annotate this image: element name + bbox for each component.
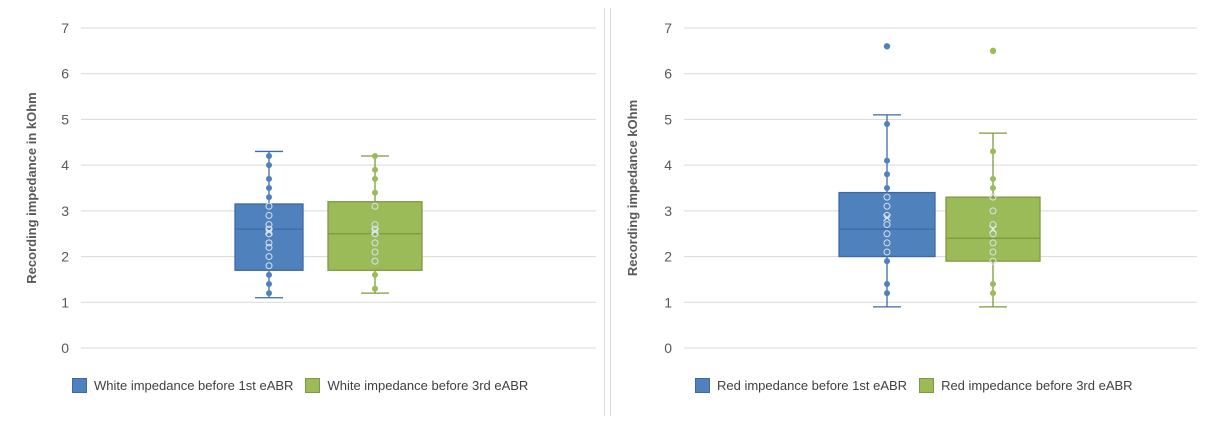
data-point xyxy=(884,171,890,178)
data-point xyxy=(884,258,890,265)
data-point xyxy=(266,290,272,297)
y-tick-label: 2 xyxy=(664,249,672,265)
y-axis-label: Recording impedance kOhm xyxy=(625,100,640,276)
data-point xyxy=(883,230,891,238)
data-point xyxy=(265,221,273,229)
data-point xyxy=(989,248,997,256)
legend-swatch-blue xyxy=(695,378,710,393)
y-tick-label: 3 xyxy=(61,203,69,219)
box-plot-red: 0 1 2 3 4 5 6 7 Recording impedance kOhm xyxy=(625,20,1197,356)
y-tick-label: 1 xyxy=(664,294,672,310)
data-point xyxy=(884,185,890,191)
data-point xyxy=(371,202,379,210)
legend-swatch-green xyxy=(305,378,321,393)
legend-label-red-3rd: Red impedance before 3rd eABR xyxy=(941,378,1133,393)
data-point xyxy=(266,185,272,191)
y-tick-label: 3 xyxy=(664,203,672,219)
data-point xyxy=(371,248,379,256)
data-point xyxy=(989,239,997,247)
data-point xyxy=(266,162,272,169)
y-tick-label: 4 xyxy=(61,157,69,173)
y-tick-label: 6 xyxy=(61,66,69,82)
data-point xyxy=(266,281,272,287)
data-point xyxy=(883,239,891,247)
y-tick-label: 6 xyxy=(664,66,672,82)
y-tick-label: 2 xyxy=(61,249,69,265)
y-tick-label: 4 xyxy=(664,157,672,173)
box-series-2 xyxy=(945,47,1041,308)
outlier-point xyxy=(989,47,997,55)
box-iqr xyxy=(838,191,936,258)
data-point xyxy=(266,153,272,159)
legend-item-red-1st: Red impedance before 1st eABR xyxy=(695,378,907,393)
data-point xyxy=(989,230,997,238)
y-tick-label: 5 xyxy=(61,111,69,127)
data-point xyxy=(989,221,997,229)
data-point xyxy=(989,207,997,215)
data-point xyxy=(884,157,890,164)
data-point xyxy=(990,290,996,297)
data-point xyxy=(265,243,273,251)
data-point xyxy=(990,175,996,182)
box-plot-white: 0 1 2 3 4 5 6 7 Recording impedance in kOhm xyxy=(24,20,596,356)
y-axis-label: Recording impedance in kOhm xyxy=(24,92,39,283)
y-tick-label: 1 xyxy=(61,294,69,310)
y-tick-label: 5 xyxy=(664,111,672,127)
legend-label-white-3rd: White impedance before 3rd eABR xyxy=(327,378,529,393)
data-point xyxy=(266,175,272,182)
data-point xyxy=(265,202,273,210)
mean-marker xyxy=(883,213,891,222)
data-point xyxy=(265,211,273,219)
y-tick-label: 0 xyxy=(61,340,69,356)
mean-marker xyxy=(989,225,997,234)
box-series-1 xyxy=(838,43,936,308)
data-point xyxy=(990,185,996,191)
legend-white: White impedance before 1st eABR White im… xyxy=(72,378,540,393)
data-point xyxy=(372,175,378,182)
data-point xyxy=(989,257,997,265)
legend-label-white-1st: White impedance before 1st eABR xyxy=(94,378,294,393)
data-point xyxy=(990,281,996,287)
data-point xyxy=(990,148,996,155)
data-point xyxy=(372,271,378,278)
data-point xyxy=(265,262,273,270)
legend-item-white-3rd: White impedance before 3rd eABR xyxy=(305,378,528,393)
data-point xyxy=(265,253,273,261)
y-tick-label: 0 xyxy=(664,340,672,356)
box-series-2 xyxy=(327,153,423,294)
legend-swatch-blue xyxy=(72,378,87,393)
legend-swatch-green xyxy=(919,378,935,393)
legend-item-red-3rd: Red impedance before 3rd eABR xyxy=(919,378,1133,393)
data-point xyxy=(883,221,891,229)
data-point xyxy=(371,239,379,247)
box-series-1 xyxy=(234,150,304,299)
box-iqr xyxy=(327,201,423,271)
y-tick-label: 7 xyxy=(61,20,69,36)
data-point xyxy=(372,285,378,292)
chart-panel-white: 0 1 2 3 4 5 6 7 Recording impedance in kOhm Whit… xyxy=(6,8,605,416)
y-tick-label: 7 xyxy=(664,20,672,36)
data-point xyxy=(884,281,890,287)
data-point xyxy=(883,193,891,201)
data-point xyxy=(883,248,891,256)
data-point xyxy=(371,257,379,265)
legend-item-white-1st: White impedance before 1st eABR xyxy=(72,378,293,393)
chart-panel-red: 0 1 2 3 4 5 6 7 Recording impedance kOhm Red imp… xyxy=(610,8,1203,416)
data-point xyxy=(265,239,273,247)
data-point xyxy=(266,271,272,278)
data-point xyxy=(884,121,890,127)
legend-red: Red impedance before 1st eABR Red impeda… xyxy=(695,378,1145,393)
legend-label-red-1st: Red impedance before 1st eABR xyxy=(717,378,908,393)
data-point xyxy=(883,202,891,210)
data-point xyxy=(372,153,378,159)
data-point xyxy=(884,290,890,297)
data-point xyxy=(371,221,379,229)
data-point xyxy=(989,193,997,201)
outlier-point xyxy=(883,43,891,50)
data-point xyxy=(372,166,378,173)
data-point xyxy=(266,194,272,201)
data-point xyxy=(372,189,378,196)
mean-marker xyxy=(371,227,379,236)
mean-marker xyxy=(265,227,273,236)
